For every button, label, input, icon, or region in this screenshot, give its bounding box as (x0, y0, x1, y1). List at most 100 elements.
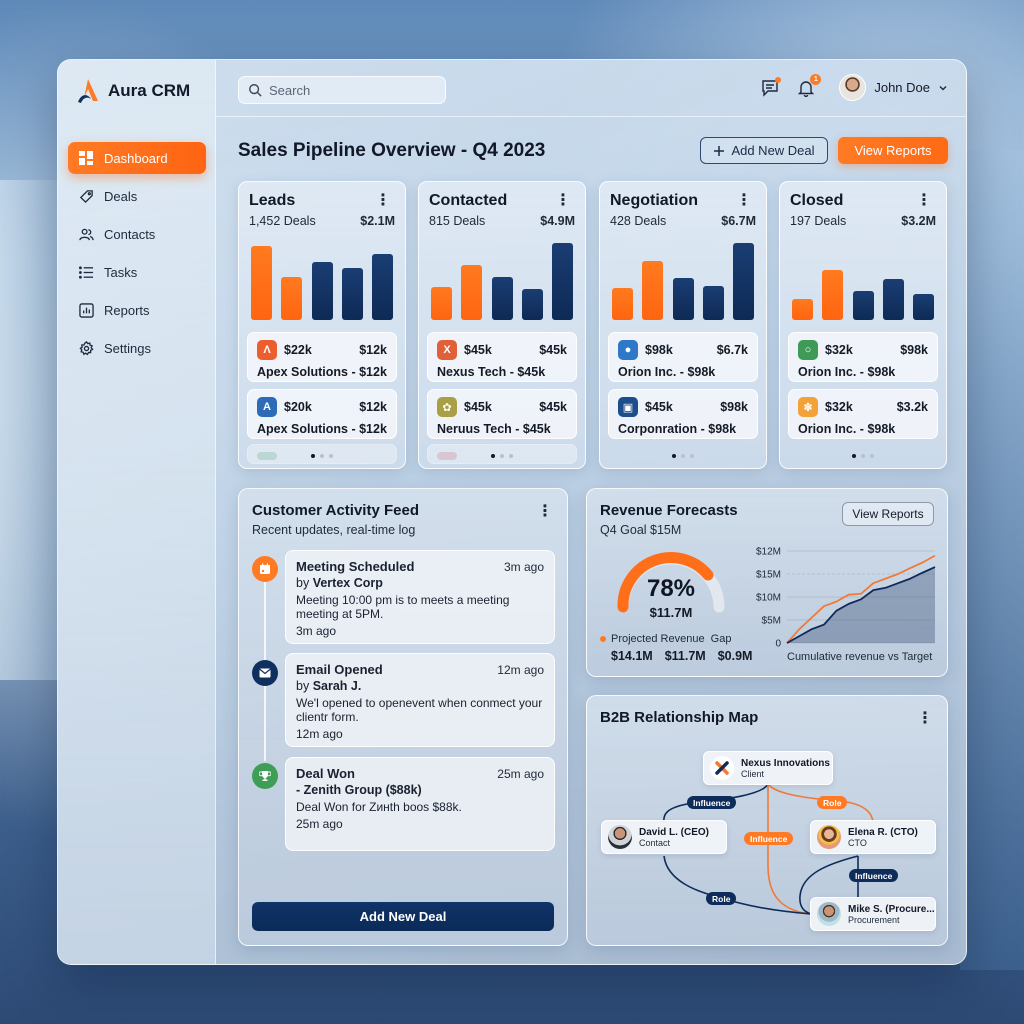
messages-button[interactable] (759, 76, 782, 99)
stage-bar-chart (612, 242, 754, 320)
deal-amount: $45k (464, 343, 492, 357)
svg-text:$15M: $15M (756, 570, 781, 581)
deal-name: Orion Inc. - $98k (618, 365, 716, 379)
revenue-gauge (617, 552, 725, 613)
messages-badge (775, 76, 782, 83)
view-reports-button[interactable]: View Reports (838, 137, 948, 164)
deal-card[interactable]: Λ $22k $12k Apex Solutions - $12k (247, 332, 397, 382)
edge-label-role: Role (706, 892, 737, 905)
stage-bar (612, 288, 633, 320)
deal-card[interactable]: ○ $32k $98k Orion Inc. - $98k (788, 332, 938, 382)
page-dot[interactable] (311, 454, 315, 458)
sidebar-item-label: Tasks (104, 264, 138, 280)
page-dot[interactable] (852, 454, 856, 458)
calendar-icon (252, 556, 278, 582)
stage-bar (491, 277, 513, 320)
customer-activity-feed: Customer Activity Feed ⋮ Recent updates,… (238, 488, 568, 946)
app-name: Aura CRM (108, 81, 191, 100)
background-window-light (0, 180, 60, 680)
sidebar-item-settings[interactable]: Settings (68, 332, 206, 364)
deal-card[interactable]: ✿ $45k $45k Neruus Tech - $45k (427, 389, 577, 439)
search-input[interactable] (269, 82, 429, 98)
page-dot[interactable] (329, 454, 333, 458)
deal-card[interactable]: A $20k $12k Apex Solutions - $12k (247, 389, 397, 439)
stage-bar (461, 265, 483, 320)
dashboard-grid-icon (78, 150, 94, 166)
page-dot[interactable] (672, 454, 676, 458)
crm-app-window: Aura CRM Dashboard Deals Contacts (57, 59, 967, 965)
tag-icon (78, 188, 94, 204)
stage-bar (281, 277, 303, 320)
stage-bar (251, 246, 272, 320)
stage-value: $2.1M (360, 214, 395, 228)
add-new-deal-button[interactable]: Add New Deal (700, 137, 828, 164)
page-dot[interactable] (509, 454, 513, 458)
deal-card[interactable]: ✽ $32k $3.2k Orion Inc. - $98k (788, 389, 938, 439)
sidebar-item-label: Dashboard (104, 150, 168, 166)
page-dot[interactable] (500, 454, 504, 458)
b2b-relationship-map: B2B Relationship Map ⋮ Influence Role In… (586, 695, 948, 946)
deal-name: Corponration - $98k (618, 422, 737, 436)
gauge-value: $11.7M (649, 605, 693, 620)
node-david-l[interactable]: David L. (CEO) Contact (601, 820, 727, 854)
stage-bar (733, 243, 754, 320)
topbar-actions: 1 John Doe (759, 73, 948, 101)
search-box[interactable] (238, 76, 446, 104)
activity-time: 25m ago (497, 767, 544, 781)
svg-text:$10M: $10M (756, 593, 781, 604)
more-options-icon[interactable]: ⋮ (916, 192, 932, 209)
page-dot[interactable] (690, 454, 694, 458)
sidebar-item-contacts[interactable]: Contacts (68, 218, 206, 250)
page-dot[interactable] (491, 454, 495, 458)
stage-bar (672, 278, 694, 320)
sidebar-item-deals[interactable]: Deals (68, 180, 206, 212)
envelope-icon (252, 660, 278, 686)
sidebar-item-dashboard[interactable]: Dashboard (68, 142, 206, 174)
view-reports-button[interactable]: View Reports (842, 502, 934, 526)
stage-bar (792, 299, 813, 320)
page-title: Sales Pipeline Overview - Q4 2023 (238, 140, 546, 161)
svg-text:$5M: $5M (762, 616, 781, 627)
more-options-icon[interactable]: ⋮ (555, 192, 571, 209)
notifications-button[interactable]: 1 (795, 73, 822, 99)
legend-dot-icon (600, 636, 606, 642)
gauge-percent: 78% (646, 575, 696, 602)
activity-title: Deal Won (296, 766, 355, 781)
activity-item[interactable]: Email Opened 12m ago by Sarah J. We'l op… (285, 653, 555, 747)
plus-icon (714, 145, 725, 156)
stage-value: $4.9M (540, 214, 575, 228)
deal-amount: $22k (284, 343, 312, 357)
node-mike-s[interactable]: Mike S. (Procure... Procurement (810, 897, 936, 931)
stage-value: $6.7M (721, 214, 756, 228)
sidebar-item-reports[interactable]: Reports (68, 294, 206, 326)
more-options-icon[interactable]: ⋮ (917, 710, 933, 727)
stage-bar (913, 294, 934, 320)
activity-title: Meeting Scheduled (296, 559, 415, 574)
page-dot[interactable] (861, 454, 865, 458)
activity-time: 3m ago (503, 560, 544, 574)
deal-card[interactable]: ● $98k $6.7k Orion Inc. - $98k (608, 332, 758, 382)
node-nexus-innovations[interactable]: Nexus Innovations Client (703, 751, 833, 785)
activity-item[interactable]: Meeting Scheduled 3m ago by Vertex Corp … (285, 550, 555, 644)
user-name: John Doe (874, 80, 930, 95)
user-avatar (839, 74, 867, 101)
page-dot[interactable] (320, 454, 324, 458)
add-new-deal-button[interactable]: Add New Deal (252, 902, 554, 931)
bar-chart-icon (78, 302, 94, 318)
deal-card[interactable]: X $45k $45k Nexus Tech - $45k (427, 332, 577, 382)
deal-name: Nexus Tech - $45k (437, 365, 546, 379)
more-options-icon[interactable]: ⋮ (375, 192, 391, 209)
page-dot[interactable] (681, 454, 685, 458)
activity-actor: by Sarah J. (296, 679, 362, 693)
app-logo[interactable]: Aura CRM (76, 78, 190, 104)
activity-item[interactable]: Deal Won 25m ago - Zenith Group ($88k) D… (285, 757, 555, 851)
deal-card[interactable]: ▣ $45k $98k Corponration - $98k (608, 389, 758, 439)
search-icon (249, 84, 262, 97)
page-dot[interactable] (870, 454, 874, 458)
pipeline-stage-contacted: Contacted ⋮ 815 Deals $4.9M X $45k $45k Nex… (418, 181, 586, 469)
node-elena-r[interactable]: Elena R. (CTO) CTO (810, 820, 936, 854)
more-options-icon[interactable]: ⋮ (537, 503, 553, 520)
user-menu[interactable]: John Doe (839, 74, 948, 101)
more-options-icon[interactable]: ⋮ (736, 192, 752, 209)
sidebar-item-tasks[interactable]: Tasks (68, 256, 206, 288)
